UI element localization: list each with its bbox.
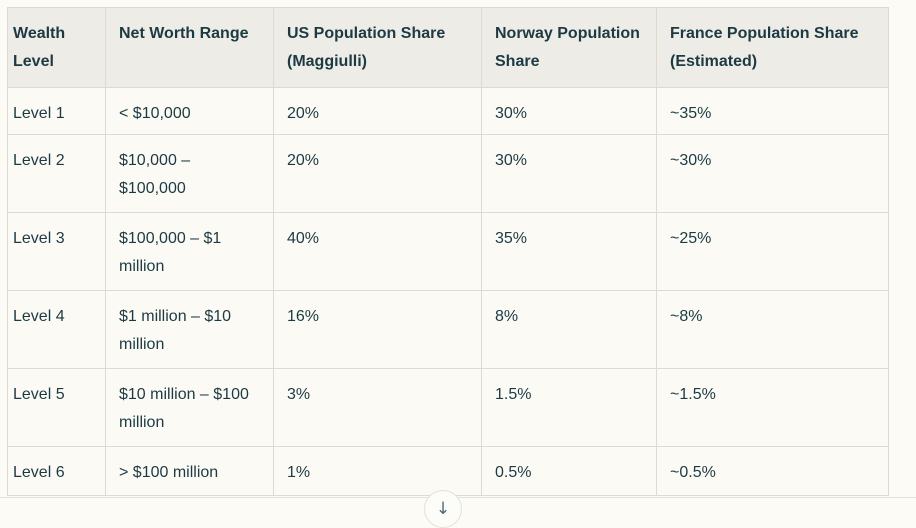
table-cell: 3% xyxy=(273,368,482,447)
table-cell: ~30% xyxy=(656,134,889,213)
table-cell: ~0.5% xyxy=(656,446,889,496)
table-cell: 35% xyxy=(481,212,657,291)
header-cell-us-population-share: US Population Share (Maggiulli) xyxy=(273,7,482,88)
wealth-distribution-table: Wealth Level Net Worth Range US Populati… xyxy=(7,7,889,496)
table-cell: Level 5 xyxy=(7,368,106,447)
table-cell: 20% xyxy=(273,134,482,213)
table-cell: < $10,000 xyxy=(105,87,274,135)
table-row: Level 5 $10 million – $100 million 3% 1.… xyxy=(7,368,889,447)
table-cell: $100,000 – $1 million xyxy=(105,212,274,291)
table-row: Level 6 > $100 million 1% 0.5% ~0.5% xyxy=(7,446,889,496)
table-cell: 16% xyxy=(273,290,482,369)
header-cell-norway-population-share: Norway Population Share xyxy=(481,7,657,88)
table-cell: 20% xyxy=(273,87,482,135)
table-cell: 30% xyxy=(481,87,657,135)
table-row: Level 2 $10,000 – $100,000 20% 30% ~30% xyxy=(7,134,889,213)
table-cell: Level 4 xyxy=(7,290,106,369)
table-cell: 1% xyxy=(273,446,482,496)
table-cell: $1 million – $10 million xyxy=(105,290,274,369)
table-cell: 8% xyxy=(481,290,657,369)
table-cell: $10,000 – $100,000 xyxy=(105,134,274,213)
table-cell: 1.5% xyxy=(481,368,657,447)
header-cell-net-worth-range: Net Worth Range xyxy=(105,7,274,88)
table-cell: Level 3 xyxy=(7,212,106,291)
table-cell: 30% xyxy=(481,134,657,213)
table-cell: 40% xyxy=(273,212,482,291)
table-cell: ~1.5% xyxy=(656,368,889,447)
table-row: Level 3 $100,000 – $1 million 40% 35% ~2… xyxy=(7,212,889,291)
table-cell: $10 million – $100 million xyxy=(105,368,274,447)
scroll-down-button[interactable]: ↓ xyxy=(424,490,462,528)
header-cell-france-population-share: France Population Share (Estimated) xyxy=(656,7,889,88)
table-cell: Level 6 xyxy=(7,446,106,496)
table-cell: ~35% xyxy=(656,87,889,135)
table-cell: Level 2 xyxy=(7,134,106,213)
table-cell: 0.5% xyxy=(481,446,657,496)
arrow-down-icon: ↓ xyxy=(435,499,451,519)
table-header-row: Wealth Level Net Worth Range US Populati… xyxy=(7,7,889,88)
header-cell-wealth-level: Wealth Level xyxy=(7,7,106,88)
table-row: Level 1 < $10,000 20% 30% ~35% xyxy=(7,87,889,135)
table-cell: Level 1 xyxy=(7,87,106,135)
table-cell: ~8% xyxy=(656,290,889,369)
table-cell: > $100 million xyxy=(105,446,274,496)
table-row: Level 4 $1 million – $10 million 16% 8% … xyxy=(7,290,889,369)
table-cell: ~25% xyxy=(656,212,889,291)
